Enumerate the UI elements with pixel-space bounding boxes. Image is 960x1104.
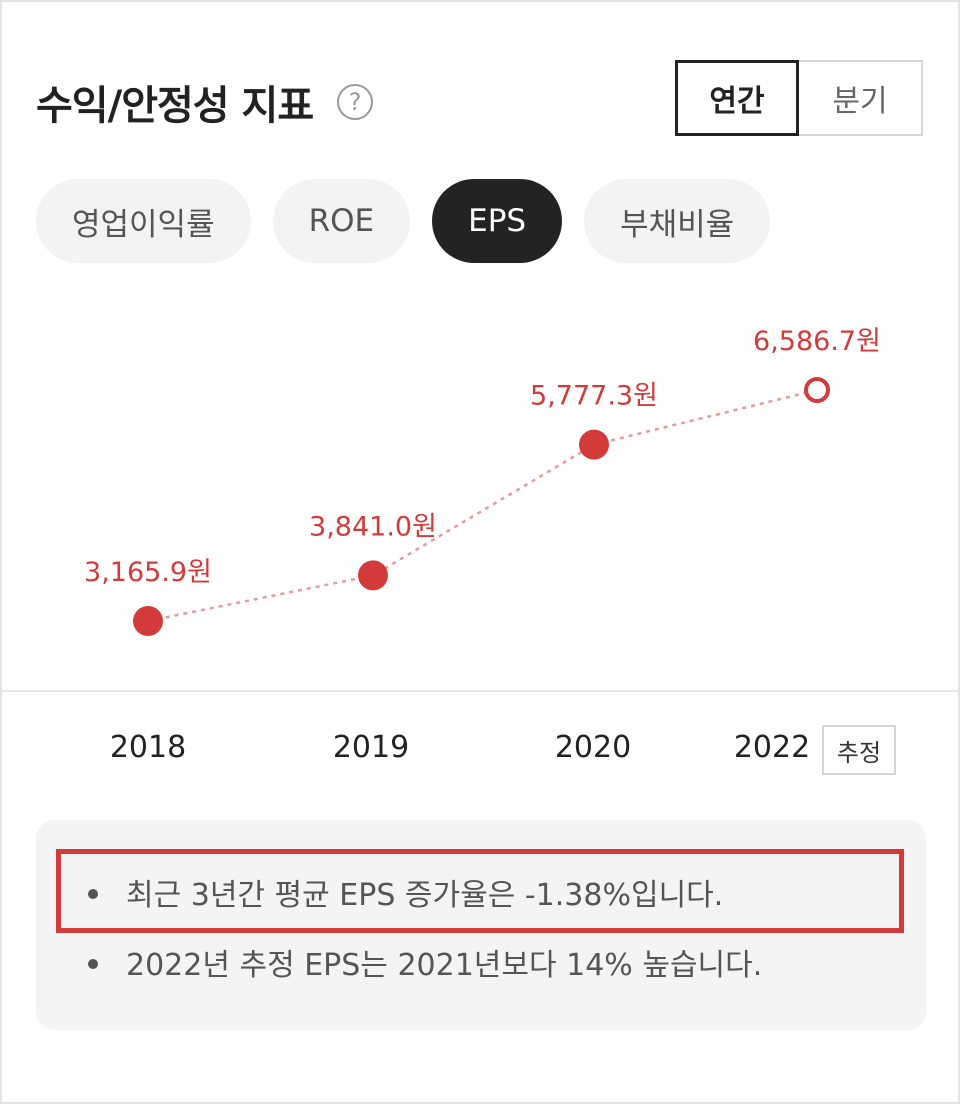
eps-series-line — [147, 388, 818, 623]
eps-line-chart: 3,165.9원 3,841.0원 5,777.3원 6,586.7원 — [84, 326, 881, 636]
data-point[interactable] — [358, 560, 388, 591]
metric-tabs: 영업이익률 ROE EPS 부채비율 — [36, 179, 771, 263]
summary-line: 최근 3년간 평균 EPS 증가율은 -1.38%입니다. — [88, 870, 723, 914]
tab-operating-margin[interactable]: 영업이익률 — [36, 179, 251, 263]
period-annual-button[interactable]: 연간 — [675, 60, 799, 136]
data-point[interactable] — [804, 377, 830, 403]
summary-highlight-box — [56, 849, 904, 933]
x-tick-label: 2020 — [554, 730, 632, 765]
chart-divider — [2, 690, 958, 692]
x-axis-labels: 2018 2019 2020 2022 — [2, 722, 958, 782]
data-label: 3,165.9원 — [84, 557, 212, 588]
data-point[interactable] — [579, 429, 609, 460]
data-label: 5,777.3원 — [530, 381, 658, 412]
card-header: 수익/안정성 지표 ? — [36, 72, 374, 132]
x-tick-label: 2019 — [332, 730, 410, 765]
summary-line: 2022년 추정 EPS는 2021년보다 14% 높습니다. — [88, 940, 762, 984]
estimate-badge: 추정 — [822, 725, 896, 775]
summary-box: 최근 3년간 평균 EPS 증가율은 -1.38%입니다. 2022년 추정 E… — [36, 820, 926, 1030]
data-label: 3,841.0원 — [309, 511, 437, 542]
help-icon[interactable]: ? — [337, 84, 374, 120]
tab-roe[interactable]: ROE — [272, 179, 411, 263]
bullet-icon — [88, 888, 98, 899]
tab-eps[interactable]: EPS — [432, 179, 563, 263]
bullet-icon — [88, 958, 98, 969]
data-label: 6,586.7원 — [753, 326, 881, 357]
summary-text: 2022년 추정 EPS는 2021년보다 14% 높습니다. — [126, 948, 763, 983]
card-title: 수익/안정성 지표 — [36, 83, 314, 129]
x-tick-label: 2022 — [733, 730, 811, 765]
period-quarterly-button[interactable]: 분기 — [799, 60, 923, 136]
period-toggle: 연간 분기 — [675, 60, 923, 136]
tab-debt-ratio[interactable]: 부채비율 — [584, 179, 771, 263]
x-tick-label: 2018 — [109, 730, 187, 765]
data-point[interactable] — [133, 606, 163, 636]
summary-text: 최근 3년간 평균 EPS 증가율은 -1.38%입니다. — [126, 878, 724, 913]
